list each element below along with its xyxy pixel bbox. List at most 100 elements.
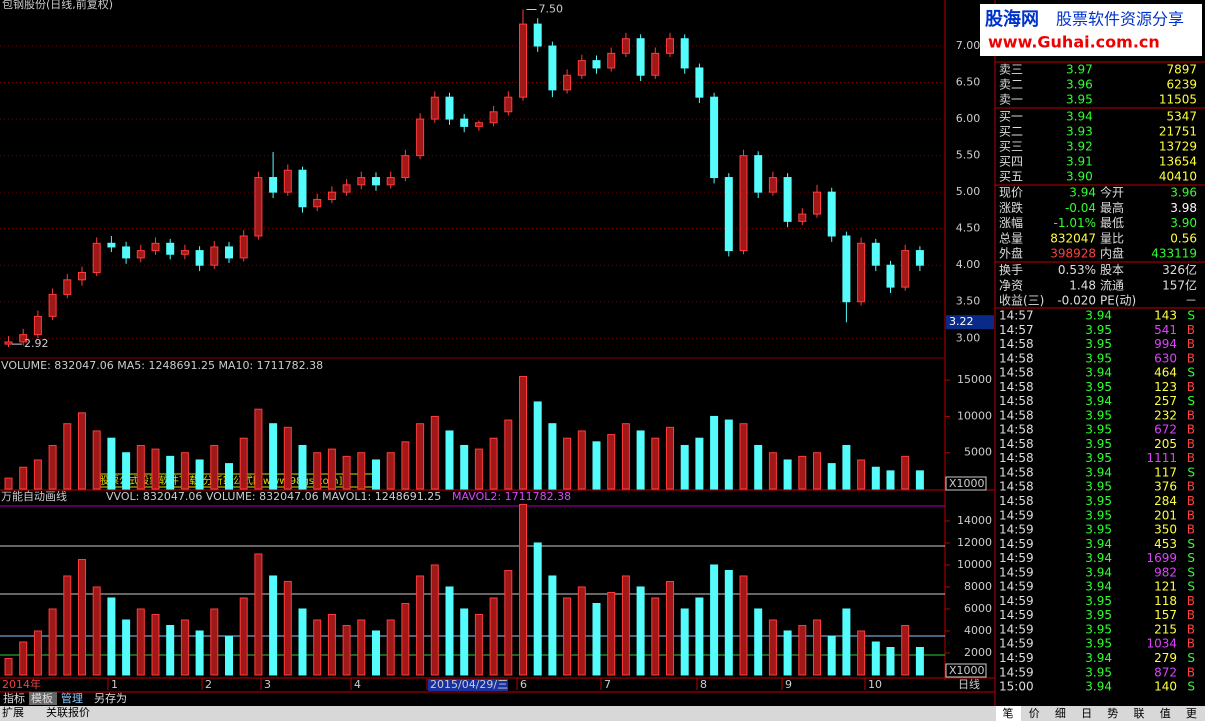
volume-bar [695, 437, 704, 490]
candle-body [416, 118, 425, 157]
tab[interactable]: 联 [1134, 707, 1145, 720]
panel-text: 872 [1154, 665, 1177, 679]
volume-bar [151, 448, 160, 490]
toolbar-button[interactable]: 管理 [61, 691, 83, 705]
y-tick-label: 3.50 [956, 295, 981, 308]
y-tick-label: 5000 [964, 446, 992, 459]
panel-text: 7897 [1166, 63, 1197, 77]
panel-text: 14:58 [999, 394, 1034, 408]
vvol-bar [298, 608, 307, 676]
panel-text: 464 [1154, 366, 1177, 380]
panel-text: S [1187, 366, 1195, 380]
vvol-bar [33, 630, 42, 676]
candle-body [592, 60, 601, 69]
volume-bar [225, 463, 233, 490]
vvol-bar [533, 542, 542, 676]
tab[interactable]: 价 [1029, 707, 1040, 720]
y-tick-label: 6.00 [956, 112, 981, 125]
panel-text: 14:59 [999, 537, 1034, 551]
toolbar-button[interactable]: 模板 [31, 691, 53, 705]
vvol-bar [4, 657, 13, 676]
panel-text: 14:57 [999, 323, 1034, 337]
vvol-bar [724, 569, 733, 676]
panel-text: 1.48 [1069, 278, 1096, 292]
vvol-bar [269, 575, 278, 676]
candle-body [122, 246, 131, 259]
candle-body [19, 334, 28, 343]
candle-body [107, 242, 116, 248]
volume-bar [92, 430, 101, 490]
candle-body [533, 23, 542, 47]
panel-text: 350 [1154, 523, 1177, 537]
volume-bar [166, 455, 175, 490]
tab[interactable]: 势 [1107, 707, 1118, 720]
y-tick-label: 10000 [957, 409, 992, 422]
volume-bar [445, 430, 454, 490]
volume-bar [680, 444, 689, 490]
date-label: 8 [700, 678, 707, 691]
unit-box [945, 663, 987, 678]
candle-body [283, 169, 292, 193]
tab[interactable]: 笔 [1003, 706, 1014, 720]
tab[interactable]: 细 [1055, 707, 1066, 720]
toolbar2-button[interactable]: 关联报价 [46, 705, 90, 719]
panel-text: B [1187, 480, 1195, 494]
vvol-bar [386, 619, 395, 676]
panel-text: 3.95 [1085, 508, 1112, 522]
vvol-bar [519, 503, 527, 676]
panel-text: 672 [1154, 423, 1177, 437]
vvol-bar [489, 597, 498, 676]
candle-body [78, 272, 86, 281]
vvol-bar [78, 558, 86, 676]
tab[interactable]: 值 [1160, 707, 1171, 720]
volume-bar [416, 423, 425, 490]
volume-bar [401, 441, 410, 490]
volume-bar [621, 423, 630, 490]
panel-text: 0.53% [1058, 263, 1096, 277]
y-tick-label: 15000 [957, 373, 992, 386]
candle-body [269, 177, 278, 193]
volume-bar [710, 415, 719, 490]
panel-text: B [1187, 665, 1195, 679]
unit: X1000 [949, 477, 985, 490]
vvol-bar [210, 608, 219, 676]
panel-text: -0.04 [1065, 201, 1096, 215]
volume-bar [430, 415, 439, 490]
vvol-bar [283, 580, 292, 676]
vvol-bar [607, 591, 616, 676]
panel-text: 13729 [1159, 140, 1197, 154]
vvol-bar [239, 597, 248, 676]
volume-bar [886, 470, 895, 490]
panel-text: 398928 [1050, 247, 1096, 261]
toolbar2-button[interactable]: 扩展 [2, 705, 24, 719]
panel-text: B [1187, 437, 1195, 451]
vvol-bar [166, 624, 175, 676]
panel-text: 14:59 [999, 637, 1034, 651]
vvol-bar [445, 586, 454, 676]
panel-text: 982 [1154, 565, 1177, 579]
candle-body [313, 198, 322, 208]
panel-text: 143 [1154, 309, 1177, 323]
panel-text: 14:58 [999, 351, 1034, 365]
vvol-bar [504, 569, 513, 676]
panel-text: 3.94 [1085, 366, 1112, 380]
panel-text: B [1187, 494, 1195, 508]
toolbar-button[interactable]: 指标 [3, 691, 25, 705]
vvol-bar [739, 575, 748, 676]
panel-text: 994 [1154, 337, 1177, 351]
panel-text: B [1187, 380, 1195, 394]
volume-bar [63, 423, 72, 490]
tab[interactable]: 日 [1081, 707, 1092, 720]
tab[interactable]: 更 [1186, 707, 1197, 720]
panel-text: 外盘 [999, 246, 1023, 261]
period[interactable]: 日线 [958, 677, 980, 691]
panel-text: 11505 [1159, 93, 1197, 107]
price-box [946, 315, 994, 330]
panel-text: 3.94 [1085, 565, 1112, 579]
panel-text: S [1187, 309, 1195, 323]
toolbar-button[interactable]: 另存为 [94, 691, 127, 705]
vvol-bar [621, 575, 630, 676]
vvol-label2: MAVOL2: 1711782.38 [452, 490, 571, 503]
unit: X1000 [949, 664, 985, 677]
